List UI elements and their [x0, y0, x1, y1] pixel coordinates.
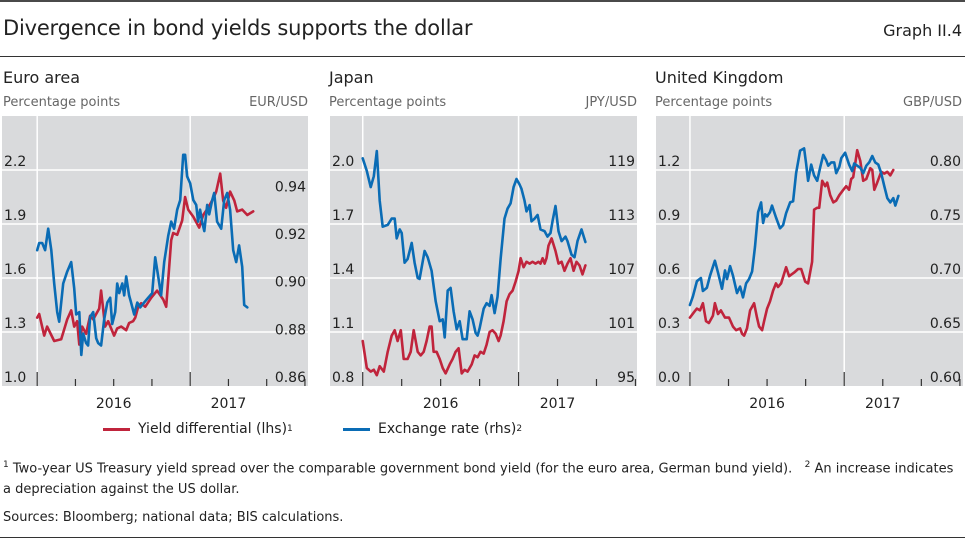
y-left-tick-label: 0.3: [658, 316, 680, 332]
y-left-tick-label: 0.9: [658, 208, 680, 224]
y-right-tick-label: 119: [608, 154, 635, 170]
y-right-tick-label: 113: [608, 208, 635, 224]
x-tick-label-2017: 2017: [865, 396, 901, 412]
y-right-tick-label: 0.70: [930, 262, 961, 278]
yield-differential-line-united-kingdom: [688, 148, 895, 337]
x-tick-label-2016: 2016: [96, 396, 132, 412]
y-right-tick-label: 0.86: [275, 370, 306, 386]
left-axis-unit-united-kingdom: Percentage points: [655, 95, 773, 110]
legend-swatch-yield-differential: [103, 427, 130, 431]
y-left-tick-label: 1.3: [4, 316, 26, 332]
y-right-tick-label: 0.90: [275, 275, 306, 291]
plot-area-euro-area: [2, 116, 308, 386]
y-right-tick-label: 0.88: [275, 322, 306, 338]
panel-title-japan: Japan: [329, 68, 374, 87]
exchange-rate-line-united-kingdom: [688, 147, 900, 307]
y-left-tick-label: 1.6: [4, 262, 26, 278]
y-left-tick-label: 1.9: [4, 208, 26, 224]
right-axis-unit-euro-area: EUR/USD: [249, 95, 308, 110]
right-axis-unit-united-kingdom: GBP/USD: [903, 95, 962, 110]
legend-swatch-exchange-rate: [343, 427, 370, 431]
sources-note: Sources: Bloomberg; national data; BIS c…: [3, 510, 344, 525]
y-right-tick-label: 95: [617, 370, 635, 386]
x-tick-label-2016: 2016: [423, 396, 459, 412]
y-right-tick-label: 0.92: [275, 227, 306, 243]
y-right-tick-label: 0.60: [930, 370, 961, 386]
y-right-tick-label: 0.80: [930, 154, 961, 170]
right-axis-unit-japan: JPY/USD: [585, 95, 638, 110]
y-left-tick-label: 1.4: [332, 262, 354, 278]
y-left-tick-label: 1.0: [4, 370, 26, 386]
panel-title-euro-area: Euro area: [3, 68, 81, 87]
legend-footnote-marker-2: 2: [516, 424, 523, 434]
exchange-rate-line-euro-area: [35, 153, 249, 357]
left-axis-unit-japan: Percentage points: [329, 95, 447, 110]
y-left-tick-label: 0.0: [658, 370, 680, 386]
y-left-tick-label: 2.2: [4, 154, 26, 170]
header-rule: [0, 56, 965, 57]
legend-label-yield-differential: Yield differential (lhs): [138, 421, 288, 437]
y-left-tick-label: 1.7: [332, 208, 354, 224]
footnotes: 1 Two-year US Treasury yield spread over…: [3, 455, 965, 500]
y-right-tick-label: 0.75: [930, 208, 961, 224]
left-axis-unit-euro-area: Percentage points: [3, 95, 121, 110]
y-left-tick-label: 1.1: [332, 316, 354, 332]
top-rule: [0, 0, 965, 2]
x-tick-label-2017: 2017: [540, 396, 576, 412]
legend-footnote-marker-1: 1: [287, 424, 293, 434]
y-left-tick-label: 0.8: [332, 370, 354, 386]
bottom-rule: [0, 537, 965, 538]
y-left-tick-label: 0.6: [658, 262, 680, 278]
x-tick-label-2016: 2016: [749, 396, 785, 412]
exchange-rate-line-japan: [361, 149, 587, 341]
footnote-2: An increase indicates a depreciation aga…: [3, 461, 954, 498]
footnote-marker-1: 1: [3, 460, 9, 470]
x-tick-label-2017: 2017: [211, 396, 247, 412]
y-right-tick-label: 101: [608, 316, 635, 332]
graph-number: Graph II.4: [883, 21, 962, 40]
legend-item-yield-differential: Yield differential (lhs) 1: [103, 421, 293, 437]
plot-area-united-kingdom: [656, 116, 963, 386]
y-right-tick-label: 0.94: [275, 179, 306, 195]
chart-title: Divergence in bond yields supports the d…: [3, 16, 473, 40]
legend-item-exchange-rate: Exchange rate (rhs) 2: [343, 421, 522, 437]
panel-title-united-kingdom: United Kingdom: [655, 68, 784, 87]
y-left-tick-label: 1.2: [658, 154, 680, 170]
footnote-1: Two-year US Treasury yield spread over t…: [12, 461, 793, 477]
legend-label-exchange-rate: Exchange rate (rhs): [378, 421, 517, 437]
footnote-marker-2: 2: [804, 460, 811, 470]
y-right-tick-label: 107: [608, 262, 635, 278]
y-right-tick-label: 0.65: [930, 316, 961, 332]
y-left-tick-label: 2.0: [332, 154, 354, 170]
plot-area-japan: [330, 116, 637, 386]
yield-differential-line-japan: [361, 237, 587, 377]
